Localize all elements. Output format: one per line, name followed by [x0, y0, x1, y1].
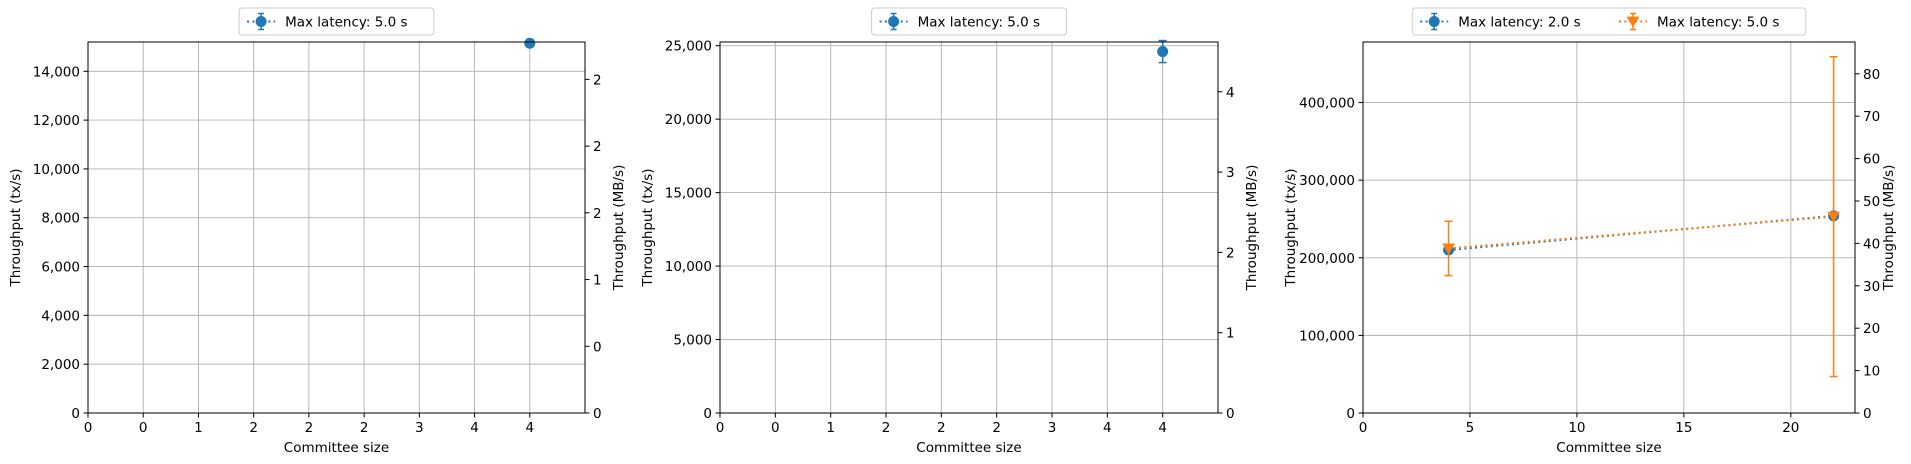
y-tick-label: 0 — [71, 406, 80, 422]
data-point — [1827, 211, 1840, 223]
y2-tick-label: 50 — [1863, 194, 1880, 210]
x-tick-label: 4 — [525, 420, 534, 436]
x-tick-label: 4 — [1158, 420, 1167, 436]
x-tick-label: 2 — [249, 420, 258, 436]
x-tick-label: 20 — [1782, 420, 1799, 436]
y2-tick-label: 2 — [593, 72, 602, 88]
x-axis-label: Committee size — [916, 440, 1021, 456]
legend: Max latency: 5.0 s — [871, 7, 1067, 36]
legend-box — [871, 7, 1067, 36]
y-tick-label: 2,000 — [41, 357, 80, 373]
legend-marker — [255, 16, 267, 27]
y-axis-label: Throughput (tx/s) — [1283, 168, 1299, 287]
y2-tick-label: 10 — [1863, 364, 1880, 380]
y-tick-label: 100,000 — [1299, 328, 1355, 344]
y-tick-label: 0 — [1346, 406, 1355, 422]
series-line — [1448, 214, 1834, 252]
y-tick-label: 15,000 — [665, 186, 712, 202]
x-tick-label: 1 — [194, 420, 203, 436]
plot-frame — [1362, 41, 1856, 414]
y2-tick-label: 0 — [1863, 406, 1872, 422]
y-axis-label: Throughput (tx/s) — [8, 168, 24, 287]
y2-tick-label: 30 — [1863, 279, 1880, 295]
y-tick-label: 400,000 — [1299, 96, 1355, 112]
x-axis-label: Committee size — [284, 440, 389, 456]
legend-label: Max latency: 5.0 s — [285, 15, 407, 31]
chart-panel-2: 0 0 1 2 2 2 3 4 405,00010,00015,00020,00025,0000… — [640, 7, 1260, 456]
chart-panel-3: 0 5 10 15 20 0 100,000 200,000 300,000 400,000 0 10… — [1283, 7, 1897, 456]
y2-tick-label: 80 — [1863, 67, 1880, 83]
x-tick-label: 4 — [470, 420, 479, 436]
y-tick-label: 8,000 — [41, 211, 80, 227]
y2-axis-label: Throughput (MB/s) — [1244, 165, 1260, 292]
legend-label: Max latency: 5.0 s — [1657, 15, 1779, 31]
y2-tick-label: 1 — [593, 273, 602, 289]
y-tick-label: 10,000 — [33, 162, 80, 178]
y2-tick-label: 2 — [593, 206, 602, 222]
legend-marker — [1428, 16, 1440, 27]
y2-tick-label: 2 — [593, 139, 602, 155]
y2-tick-label: 40 — [1863, 236, 1880, 252]
y-tick-label: 20,000 — [665, 112, 712, 128]
x-tick-label: 5 — [1466, 420, 1475, 436]
x-tick-label: 0 — [716, 420, 725, 436]
y-tick-label: 6,000 — [41, 260, 80, 276]
x-tick-label: 2 — [305, 420, 314, 436]
y-tick-label: 14,000 — [33, 64, 80, 80]
y2-tick-label: 20 — [1863, 321, 1880, 337]
y2-tick-label: 1 — [1226, 326, 1235, 342]
data-point — [1442, 243, 1455, 255]
x-tick-label: 0 — [84, 420, 93, 436]
legend-label: Max latency: 5.0 s — [918, 15, 1040, 31]
plot-frame — [719, 41, 1219, 414]
y-axis-label: Throughput (tx/s) — [640, 168, 656, 287]
y-tick-label: 12,000 — [33, 113, 80, 129]
plot-frame — [87, 41, 586, 414]
y2-tick-label: 0 — [593, 406, 602, 422]
x-tick-label: 2 — [360, 420, 369, 436]
y2-tick-label: 0 — [593, 339, 602, 355]
legend-box — [238, 7, 435, 36]
legend: Max latency: 2.0 s Max latency: 5.0 s — [1411, 7, 1807, 36]
legend-marker — [888, 16, 900, 27]
x-tick-label: 10 — [1568, 420, 1585, 436]
data-point — [524, 37, 536, 49]
x-tick-label: 2 — [992, 420, 1001, 436]
legend-marker — [1626, 16, 1640, 28]
y2-tick-label: 70 — [1863, 109, 1880, 125]
x-tick-label: 3 — [1048, 420, 1057, 436]
y-tick-label: 200,000 — [1299, 251, 1355, 267]
data-point — [1157, 46, 1169, 58]
x-tick-label: 2 — [937, 420, 946, 436]
x-tick-label: 0 — [139, 420, 148, 436]
y-tick-label: 10,000 — [665, 259, 712, 275]
x-tick-label: 0 — [771, 420, 780, 436]
y-tick-label: 5,000 — [673, 333, 712, 349]
legend-label: Max latency: 2.0 s — [1458, 15, 1580, 31]
legend-box — [1411, 7, 1807, 36]
x-tick-label: 15 — [1675, 420, 1692, 436]
x-tick-label: 2 — [882, 420, 891, 436]
x-axis-label: Committee size — [1556, 440, 1661, 456]
y-tick-label: 300,000 — [1299, 173, 1355, 189]
y2-tick-label: 3 — [1226, 165, 1235, 181]
y-tick-label: 25,000 — [665, 39, 712, 55]
y2-tick-label: 2 — [1226, 245, 1235, 261]
x-tick-label: 4 — [1103, 420, 1112, 436]
x-tick-label: 3 — [415, 420, 424, 436]
x-tick-label: 0 — [1359, 420, 1368, 436]
y2-axis-label: Throughput (MB/s) — [1881, 165, 1897, 292]
y-tick-label: 0 — [703, 406, 712, 422]
y2-axis-label: Throughput (MB/s) — [611, 165, 627, 292]
y-tick-label: 4,000 — [41, 308, 80, 324]
series-line — [1448, 215, 1834, 250]
x-tick-label: 1 — [826, 420, 835, 436]
legend: Max latency: 5.0 s — [238, 7, 435, 36]
y2-tick-label: 4 — [1226, 85, 1235, 101]
y2-tick-label: 60 — [1863, 152, 1880, 168]
y2-tick-label: 0 — [1226, 406, 1235, 422]
chart-panel-1: 0 0 1 2 2 2 3 4 402,0004,0006,0008,00010,00012,0… — [8, 7, 627, 456]
